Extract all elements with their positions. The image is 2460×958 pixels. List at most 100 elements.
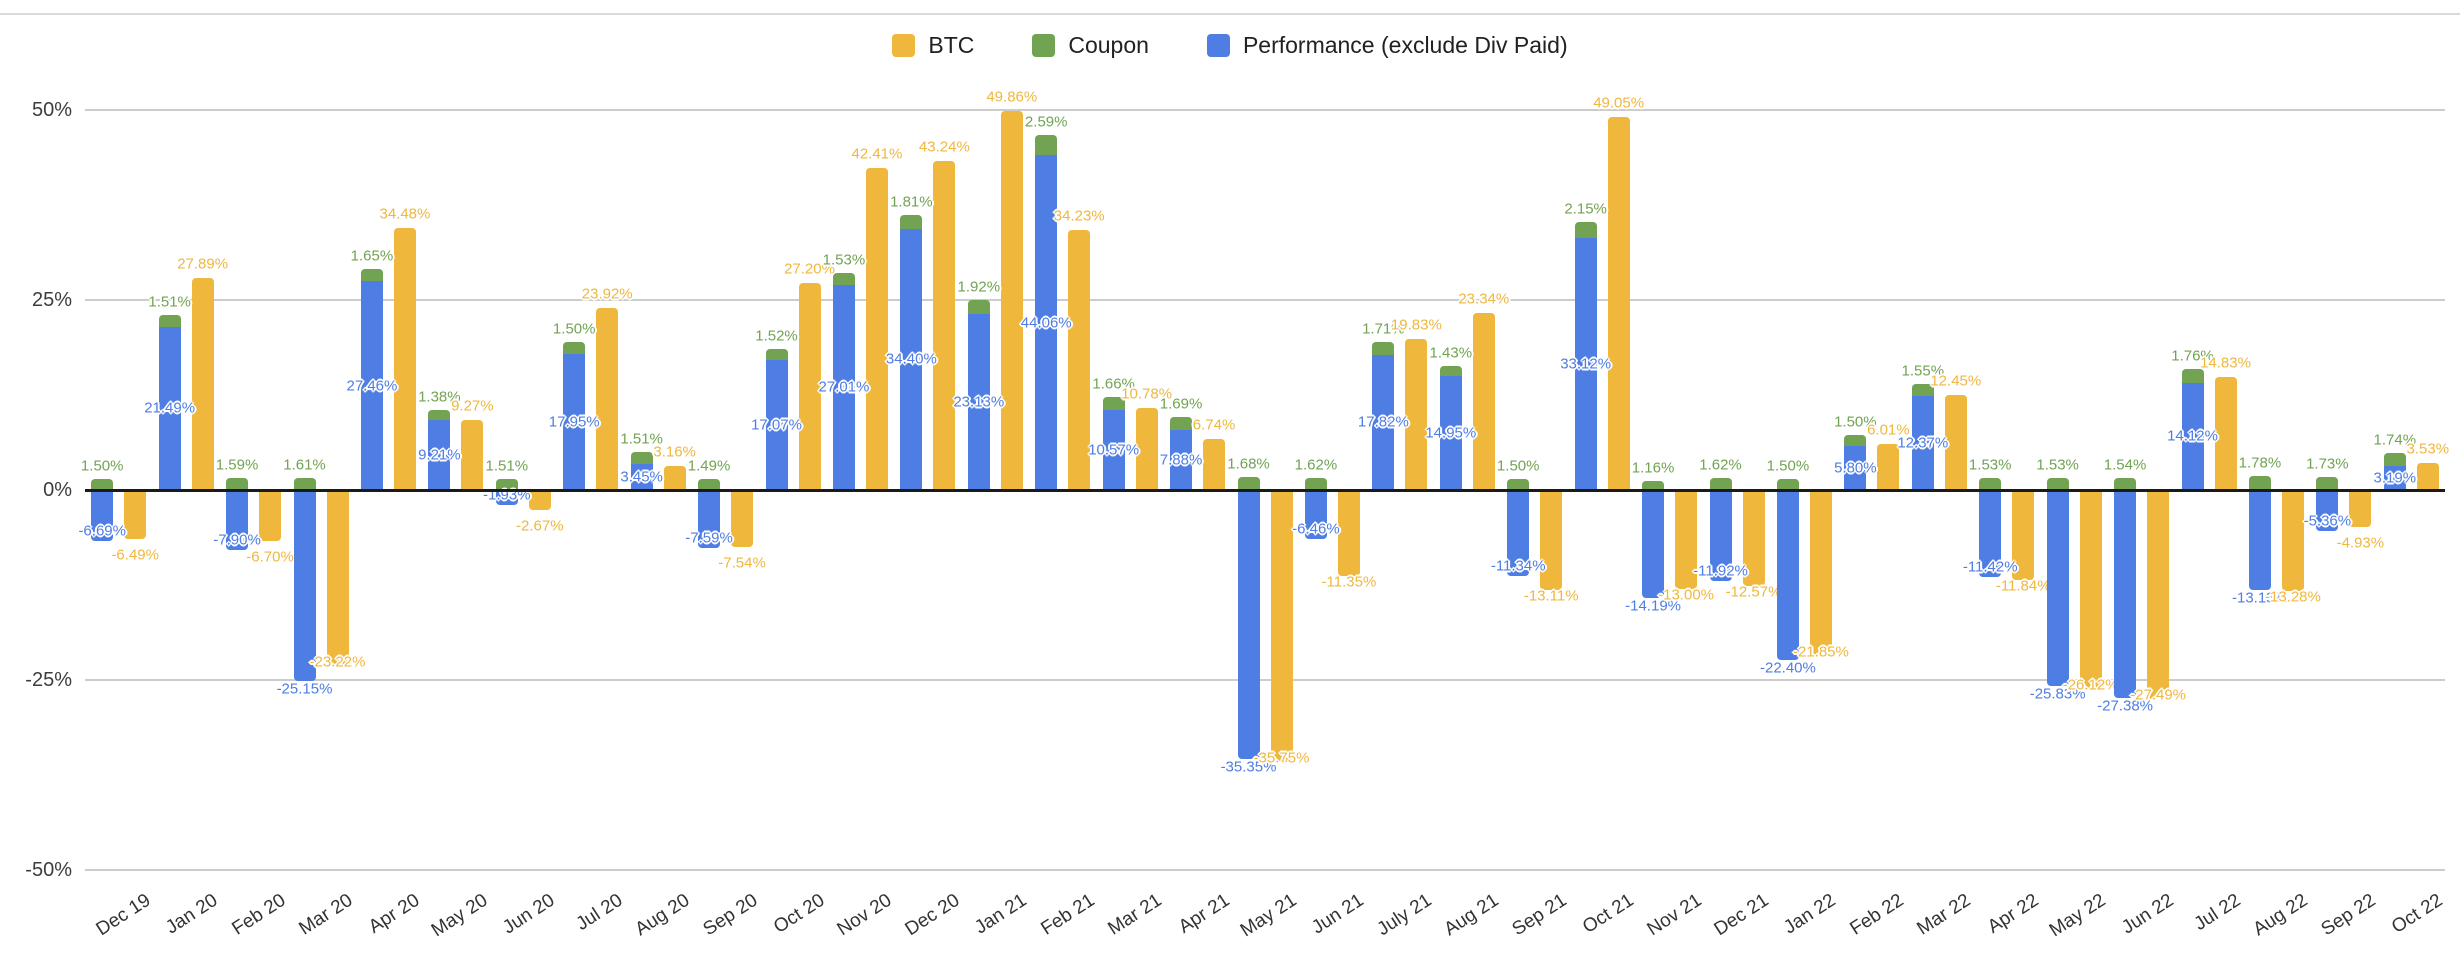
gridline [85,109,2445,111]
bar-btc [2147,490,2170,699]
value-label-performance: -6.46% [1292,520,1340,538]
value-label-performance: 12.37% [1897,434,1949,452]
gridline [85,869,2445,871]
value-label-btc: 14.83% [2200,354,2251,372]
value-label-performance: 34.40% [885,350,937,368]
bar-coupon [1507,478,1530,490]
bar-coupon [630,452,653,464]
value-label-coupon: 1.49% [687,457,731,475]
value-label-btc: 10.78% [1121,385,1173,403]
legend-label-performance: Performance (exclude Div Paid) [1242,31,1568,58]
value-label-coupon: 1.50% [1766,457,1810,475]
x-axis-label: Dec 20 [901,889,964,941]
x-axis-label: Dec 19 [92,889,155,941]
bar-btc [1405,339,1428,490]
x-axis-label: May 22 [2045,889,2110,942]
bar-performance [1439,376,1462,490]
bar-btc [1472,312,1495,490]
legend-swatch-coupon [1032,33,1056,57]
value-label-coupon: 1.43% [1429,344,1473,361]
value-label-btc: 3.16% [653,443,696,461]
value-label-coupon: 1.92% [957,278,1001,296]
bar-btc [1742,490,1765,586]
bar-coupon [1911,384,1934,396]
bar-coupon [832,273,855,285]
value-label-coupon: 1.74% [2373,431,2417,449]
value-label-performance: -6.69% [78,522,126,540]
value-label-performance: 21.49% [144,399,196,417]
bar-performance [2316,490,2339,531]
value-label-btc: 3.53% [2406,440,2450,458]
value-label-coupon: 1.53% [1968,456,2012,474]
x-axis-label: Aug 22 [2249,889,2312,941]
bar-performance [1776,490,1799,661]
bar-coupon [1439,365,1462,377]
value-label-performance: -27.38% [2097,697,2153,715]
gridline [85,679,2445,681]
y-tick-label: 25% [31,289,72,311]
bar-performance [1304,490,1327,540]
bar-performance [1372,354,1395,490]
value-label-performance: 14.95% [1425,424,1477,442]
bar-btc [191,278,214,490]
bar-btc [1270,490,1293,762]
legend-swatch-performance [1206,33,1230,57]
value-label-btc: -6.70% [246,548,294,566]
x-axis-label: Oct 21 [1579,889,1638,938]
bar-performance [2248,490,2271,590]
bar-coupon [563,342,586,354]
zero-axis-line [85,488,2445,492]
value-label-performance: -11.92% [1693,562,1748,580]
value-label-performance: 27.46% [346,377,398,395]
value-label-btc: 19.83% [1390,316,1442,334]
x-axis-label: Jul 20 [572,889,627,936]
value-label-btc: 34.23% [1053,207,1105,225]
bar-btc [933,161,956,490]
value-label-btc: -12.57% [1725,583,1782,601]
bar-btc [1675,490,1698,589]
value-label-performance: 3.19% [2373,469,2417,487]
value-label-performance: -7.90% [213,531,261,549]
bar-btc [461,419,484,490]
bar-coupon [765,348,788,361]
bar-coupon [2114,478,2137,490]
bar-coupon [1979,478,2002,490]
bar-performance [1911,395,1934,490]
x-axis-label: Oct 22 [2388,889,2447,938]
value-label-btc: 23.92% [581,285,633,303]
x-axis-label: Oct 20 [770,889,829,938]
bar-performance [1237,490,1260,759]
bar-performance [967,314,990,490]
bar-performance [765,360,788,490]
bar-performance [563,353,586,490]
value-label-coupon: 1.59% [215,456,259,474]
bar-coupon [360,268,383,282]
value-label-coupon: 1.54% [2103,456,2147,474]
bar-performance [495,490,518,505]
bar-performance [1642,490,1665,598]
value-label-btc: 49.05% [1593,94,1645,112]
bar-performance [2383,465,2406,490]
bar-btc [731,490,754,548]
bar-coupon [1372,341,1395,355]
bar-performance [900,228,923,490]
x-axis-label: May 21 [1236,889,1301,942]
value-label-btc: -21.85% [1792,643,1849,661]
x-axis-label: Jun 22 [2117,889,2178,939]
value-label-performance: -35.35% [1220,758,1277,776]
value-label-btc: -23.22% [309,653,366,671]
bar-btc [1337,490,1360,577]
value-label-coupon: 2.59% [1024,113,1068,131]
x-axis-label: Jul 22 [2190,889,2245,936]
bar-btc [663,465,686,490]
bar-coupon [293,477,316,490]
x-axis-label: July 21 [1373,889,1436,941]
gridline [85,299,2445,301]
value-label-coupon: 1.62% [1294,456,1338,474]
value-label-btc: -11.35% [1321,573,1377,591]
value-label-btc: 43.24% [918,138,970,156]
x-axis-label: Aug 20 [631,889,694,941]
legend-swatch-btc [892,33,916,57]
value-label-btc: 9.27% [451,397,494,415]
bar-performance [1102,409,1125,490]
